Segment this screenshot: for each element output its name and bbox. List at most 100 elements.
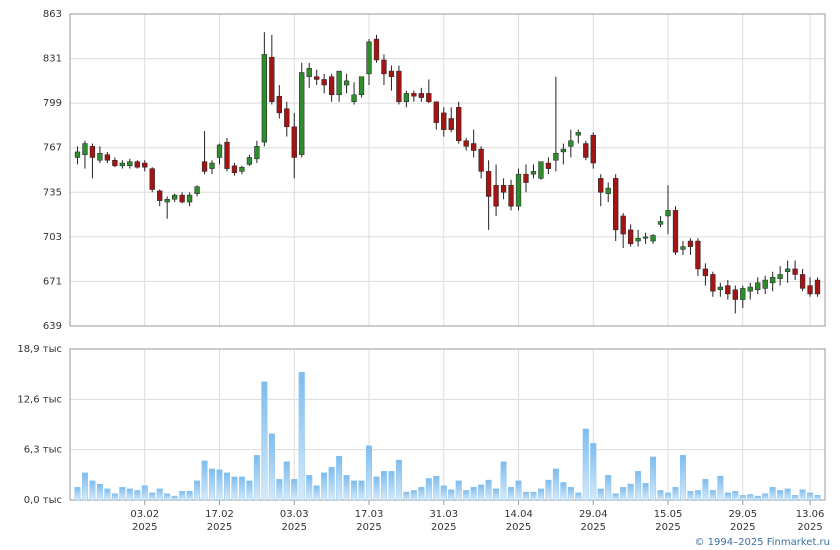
x-tick-year: 2025 [431,522,456,533]
x-tick-label: 17.03 [355,509,384,520]
volume-bar [642,483,649,501]
x-tick-year: 2025 [207,522,232,533]
x-tick-label: 03.02 [130,509,159,520]
volume-bar [253,455,260,501]
candle-body [628,229,634,245]
volume-bar [567,487,574,501]
candle-body [284,108,290,128]
volume-bar [104,488,111,501]
candle-body [740,288,746,300]
volume-bar [747,494,754,501]
x-tick-year: 2025 [282,522,307,533]
candle-body [605,187,611,194]
volume-bar [739,495,746,501]
candle-body [179,194,185,203]
candle-body [403,93,410,103]
volume-bar [231,476,238,501]
candle-body [328,76,335,96]
volume-bar [575,492,582,501]
volume-bar [388,471,395,501]
candle-body [635,238,641,242]
volume-bar [194,480,201,501]
candle-body [127,161,133,167]
candle-body [762,279,768,289]
volume-bar [126,488,133,501]
x-tick-year: 2025 [655,522,680,533]
candle-body [216,144,223,158]
volume-bar [590,443,597,501]
volume-bar [403,491,410,501]
candle-body [224,141,230,169]
candle-body [642,236,649,239]
candle-body [209,162,215,169]
y-tick-label: 703 [43,232,62,243]
x-tick-label: 31.03 [429,509,458,520]
x-tick-year: 2025 [797,522,822,533]
candle-body [777,274,783,279]
volume-bar [186,491,193,501]
candle-body [441,112,447,130]
candle-body [172,194,178,200]
candle-body [104,154,111,161]
x-tick-year: 2025 [356,522,381,533]
footer: © 1994–2025 Finmarket.ru [694,537,830,548]
volume-bar [799,489,806,501]
volume-bar [552,468,559,501]
volume-bar [530,491,537,501]
candle-body [687,240,694,247]
volume-bar [784,488,791,501]
candle-body [388,70,395,77]
volume-bar [463,490,470,501]
volume-bar [814,495,821,501]
y-tick-label: 863 [43,9,62,20]
volume-bar [291,479,298,501]
volume-bar [762,493,769,501]
candle-body [560,148,567,153]
volume-bar [537,488,544,501]
candle-body [702,268,709,277]
candle-body [201,161,208,172]
candle-body [732,289,738,300]
volume-bar [672,487,679,501]
candle-body [164,199,170,203]
candle-body [269,56,275,102]
volume-bar [201,460,208,501]
volume-bar [522,491,529,501]
y-tick-label: 639 [43,321,62,332]
volume-bar [395,459,402,501]
volume-bar [351,480,358,501]
candle-body [493,185,499,207]
candle-body [598,178,604,193]
volume-bar [410,490,417,501]
volume-bar [545,479,552,501]
candle-body [792,268,798,275]
candle-body [814,279,821,295]
volume-bar [164,493,171,501]
volume-bar [665,492,672,501]
volume-bar [283,461,290,501]
candle-body [82,143,88,155]
candle-body [784,268,791,272]
y-tick-label: 6,3 тыс [24,445,62,456]
volume-bar [313,485,320,501]
volume-bar [717,475,724,501]
volume-bar [373,476,380,501]
candle-body [770,277,776,284]
x-tick-year: 2025 [581,522,606,533]
candle-body [433,101,439,123]
candle-body [112,160,118,167]
volume-bar [702,479,709,501]
candle-body [299,72,305,155]
volume-bar [687,491,694,501]
volume-bar [597,488,604,501]
volume-bar [328,467,335,501]
candle-body [142,162,148,168]
candle-body [89,146,96,158]
candle-body [508,185,514,207]
volume-bar [134,490,141,501]
volume-bar [620,487,627,501]
candle-body [291,126,297,158]
candle-body [411,93,417,97]
candle-body [620,215,626,235]
candle-body [351,94,357,102]
